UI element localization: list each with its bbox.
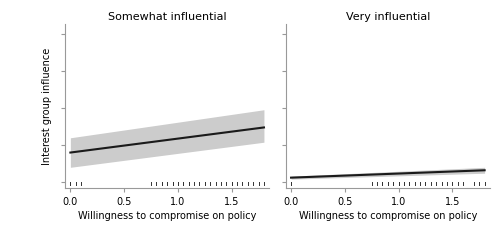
Title: Very influential: Very influential (346, 12, 430, 22)
Title: Somewhat influential: Somewhat influential (108, 12, 226, 22)
X-axis label: Willingness to compromise on policy: Willingness to compromise on policy (78, 211, 256, 221)
X-axis label: Willingness to compromise on policy: Willingness to compromise on policy (298, 211, 477, 221)
Y-axis label: Interest group influence: Interest group influence (42, 47, 52, 165)
